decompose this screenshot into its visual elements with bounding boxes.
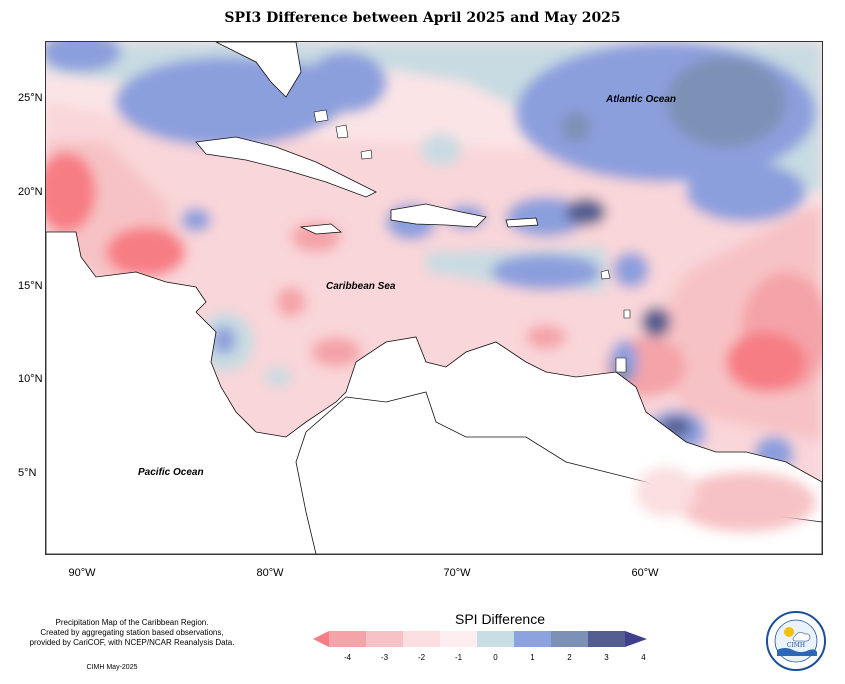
lon-label-80w: 80°W [256, 567, 284, 579]
footer-line-1: Precipitation Map of the Caribbean Regio… [55, 618, 209, 627]
legend-swatch [366, 631, 403, 647]
legend-title: SPI Difference [454, 611, 545, 627]
legend-tick-label: 1 [530, 653, 535, 662]
legend-swatch [403, 631, 440, 647]
lat-label-20n: 20°N [18, 186, 43, 198]
spi-map [46, 42, 822, 554]
footer-description: Precipitation Map of the Caribbean Regio… [12, 618, 252, 648]
atlantic-ocean-label: Atlantic Ocean [606, 94, 677, 105]
legend-swatch [588, 631, 625, 647]
lon-label-90w: 90°W [68, 567, 96, 579]
lat-label-15n: 15°N [18, 280, 43, 292]
legend-arrow-left [313, 631, 329, 647]
lat-label-5n: 5°N [18, 467, 37, 479]
legend-tick-label: -3 [380, 653, 389, 662]
legend-swatch [514, 631, 551, 647]
legend-tick-label: -4 [343, 653, 352, 662]
pacific-ocean-label: Pacific Ocean [138, 467, 204, 478]
lat-label-25n: 25°N [18, 92, 43, 104]
lon-label-60w: 60°W [631, 567, 659, 579]
legend-tick-label: 0 [493, 653, 498, 662]
legend-tick-label: -2 [417, 653, 426, 662]
legend-swatch [477, 631, 514, 647]
map-title: SPI3 Difference between April 2025 and M… [224, 10, 621, 26]
credit-text: CIMH May-2025 [86, 664, 138, 671]
legend-arrow-right [625, 631, 647, 647]
legend-tick-label: 3 [604, 653, 609, 662]
footer-line-2: Created by aggregating station based obs… [40, 628, 224, 637]
legend-tick-label: 4 [641, 653, 646, 662]
logo-abbr: CIMH [787, 642, 805, 649]
legend-swatch [329, 631, 366, 647]
legend-tick-label: -1 [454, 653, 463, 662]
legend-swatch [551, 631, 588, 647]
map-area [45, 41, 823, 555]
legend-tick-label: 2 [567, 653, 572, 662]
legend-colorbar [313, 631, 647, 647]
footer-line-3: provided by CariCOF, with NCEP/NCAR Rean… [29, 638, 235, 647]
lat-label-10n: 10°N [18, 373, 43, 385]
lon-label-70w: 70°W [443, 567, 471, 579]
legend-swatch [440, 631, 477, 647]
cimh-logo: CIMH [766, 611, 826, 671]
caribbean-sea-label: Caribbean Sea [326, 281, 396, 292]
